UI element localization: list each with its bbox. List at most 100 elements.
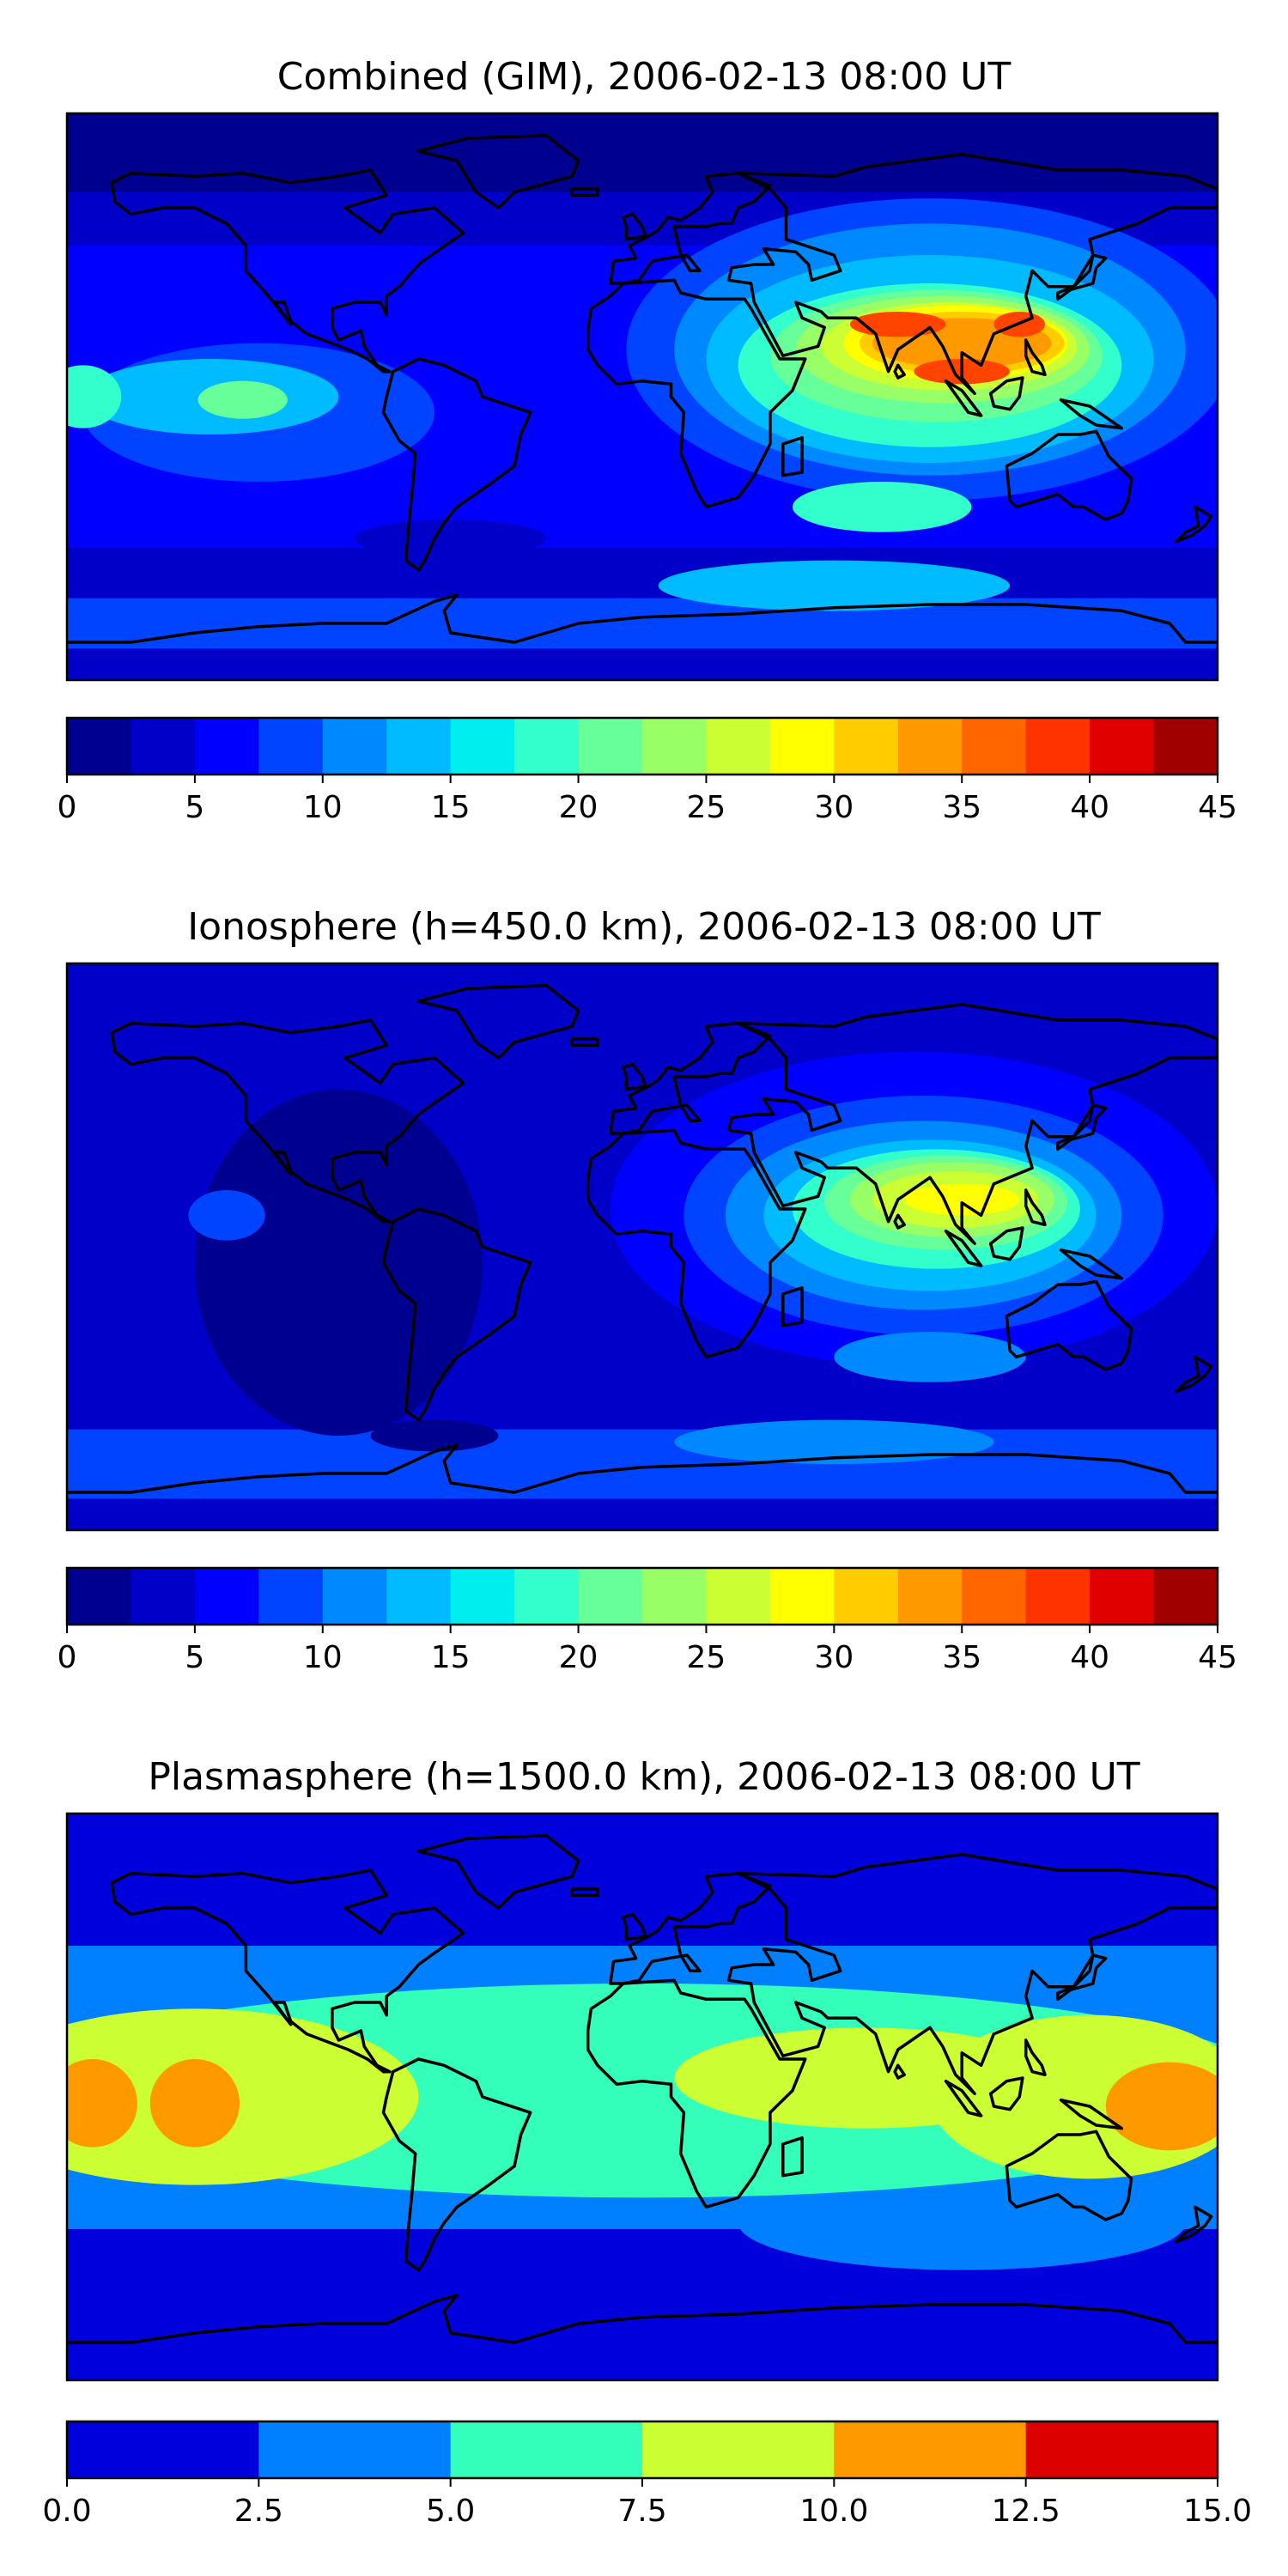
colorbar-tick-label: 20 xyxy=(559,790,598,825)
colorbar-segment xyxy=(897,1568,963,1625)
coastline xyxy=(1174,505,1213,544)
coastline xyxy=(781,2136,804,2178)
colorbar-tick-label: 7.5 xyxy=(617,2494,666,2529)
colorbar-segment xyxy=(258,718,324,775)
coastline xyxy=(1059,398,1124,430)
panel-ionosphere: Ionosphere (h=450.0 km), 2006-02-13 08:0… xyxy=(58,905,1237,1675)
colorbar-tick-label: 2.5 xyxy=(234,2494,283,2529)
coastline xyxy=(381,2057,532,2272)
coastline xyxy=(1174,1355,1213,1394)
coastline xyxy=(893,363,906,380)
coastline xyxy=(1005,1279,1133,1371)
colorbar-tick-label: 40 xyxy=(1070,1640,1109,1675)
coastline xyxy=(1056,253,1108,301)
colorbar-segment xyxy=(322,718,387,775)
contour-band xyxy=(67,1814,1218,1946)
colorbar-segment xyxy=(706,718,771,775)
colorbar-segment xyxy=(578,718,643,775)
coastline xyxy=(944,1229,983,1267)
colorbar-tick-label: 45 xyxy=(1198,1640,1237,1675)
panel-plasmasphere: Plasmasphere (h=1500.0 km), 2006-02-13 0… xyxy=(42,1755,1252,2529)
colorbar-tick-label: 40 xyxy=(1070,790,1109,825)
colorbar-tick-label: 45 xyxy=(1198,790,1237,825)
colorbar-segment xyxy=(642,718,708,775)
coastline xyxy=(988,2076,1024,2111)
field-layer xyxy=(67,963,1218,1530)
coastline xyxy=(1056,1103,1108,1151)
colorbar-segment xyxy=(578,1568,643,1625)
coastline xyxy=(110,1868,465,2074)
colorbar-segment xyxy=(1025,718,1091,775)
coastline xyxy=(621,1062,647,1091)
contour-band xyxy=(67,598,1218,649)
colorbar-tick-label: 30 xyxy=(814,1640,854,1675)
coastline xyxy=(944,2079,983,2117)
colorbar-segment xyxy=(131,718,196,775)
coastline xyxy=(621,1912,647,1941)
colorbar: 0 5 10 15 20 25 30 35 40 45 xyxy=(58,716,1237,825)
colorbar-tick-label: 30 xyxy=(814,790,854,825)
coastlines xyxy=(67,1833,1218,2344)
coastline xyxy=(416,983,580,1060)
coastline xyxy=(586,1128,807,1359)
colorbar-tick-label: 15.0 xyxy=(1183,2494,1252,2529)
colorbar-tick-label: 10.0 xyxy=(799,2494,868,2529)
colorbar-tick-label: 20 xyxy=(559,1640,598,1675)
coastline xyxy=(416,133,580,210)
contour-region xyxy=(197,380,288,419)
colorbar-segment xyxy=(450,2421,643,2478)
contour-band xyxy=(67,560,1218,598)
colorbar-segment xyxy=(769,718,835,775)
contour-region xyxy=(194,1089,483,1437)
coastline xyxy=(621,212,647,241)
contour-region xyxy=(792,482,972,532)
coastline xyxy=(609,1871,772,1985)
colorbar: 0.0 2.5 5.0 7.5 10.0 12.5 15.0 xyxy=(42,2420,1252,2529)
colorbar-tick-label: 0 xyxy=(58,790,77,825)
colorbar-segment xyxy=(194,718,259,775)
colorbar-segment xyxy=(962,1568,1027,1625)
colorbar-segment xyxy=(386,718,452,775)
colorbar-tick-label: 15 xyxy=(431,1640,471,1675)
coastline xyxy=(781,1285,804,1327)
colorbar-segment xyxy=(514,1568,580,1625)
coastline xyxy=(781,435,804,477)
coastline xyxy=(110,168,465,374)
coastline xyxy=(1059,1248,1124,1280)
contour-region xyxy=(188,1190,265,1241)
map-frame xyxy=(65,962,1219,1532)
contour-region xyxy=(67,2059,137,2148)
coastline xyxy=(726,152,1218,396)
coastline xyxy=(586,278,807,509)
coastline xyxy=(67,1443,1218,1494)
colorbar-tick-label: 35 xyxy=(942,790,981,825)
coastline xyxy=(1056,1953,1108,2002)
contour-region xyxy=(67,2008,419,2185)
colorbar-segment xyxy=(194,1568,259,1625)
map-area xyxy=(65,962,1219,1532)
panel-title: Combined (GIM), 2006-02-13 08:00 UT xyxy=(277,55,1012,99)
panel-title: Ionosphere (h=450.0 km), 2006-02-13 08:0… xyxy=(187,905,1101,949)
colorbar-segment xyxy=(769,1568,835,1625)
colorbar-tick-label: 10 xyxy=(303,1640,343,1675)
coastlines xyxy=(67,983,1218,1494)
contour-band xyxy=(67,1429,1218,1499)
contour-region xyxy=(834,1332,1026,1382)
colorbar-segment xyxy=(450,1568,515,1625)
coastline xyxy=(609,1021,772,1135)
panel-title: Plasmasphere (h=1500.0 km), 2006-02-13 0… xyxy=(148,1755,1139,1799)
coastline xyxy=(570,1887,599,1898)
contour-region xyxy=(658,560,1011,611)
coastlines xyxy=(67,133,1218,644)
map-area xyxy=(65,112,1219,682)
coastline xyxy=(586,1978,807,2209)
coastline xyxy=(944,379,983,417)
coastline xyxy=(893,1213,906,1230)
coastline xyxy=(1024,2038,1047,2077)
colorbar-segment xyxy=(1153,718,1218,775)
coastline xyxy=(1005,429,1133,521)
map-area xyxy=(65,1812,1219,2382)
map-frame xyxy=(65,1812,1219,2382)
colorbar-segment xyxy=(897,718,963,775)
